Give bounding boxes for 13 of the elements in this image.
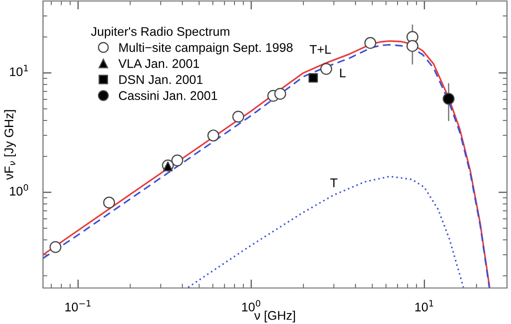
legend-label: Multi−site campaign Sept. 1998 (119, 42, 293, 54)
series-label: T (330, 178, 338, 188)
x-tick-label: 10$^{1}$ (415, 300, 434, 312)
y-axis-title: νF$_{ν}$ [Jy GHz] (4, 110, 16, 180)
legend-label: DSN Jan. 2001 (119, 75, 202, 84)
legend-title: Jupiter's Radio Spectrum (91, 26, 230, 38)
legend-label: VLA Jan. 2001 (118, 59, 200, 68)
series-label: T+L (310, 45, 331, 54)
series-label: L (340, 68, 346, 78)
x-tick-label: 10$^{−1}$ (65, 300, 91, 312)
legend-label: Cassini Jan. 2001 (118, 90, 218, 100)
x-tick-label: 10$^{0}$ (242, 300, 260, 312)
x-axis-title: ν [GHz] (254, 310, 295, 322)
